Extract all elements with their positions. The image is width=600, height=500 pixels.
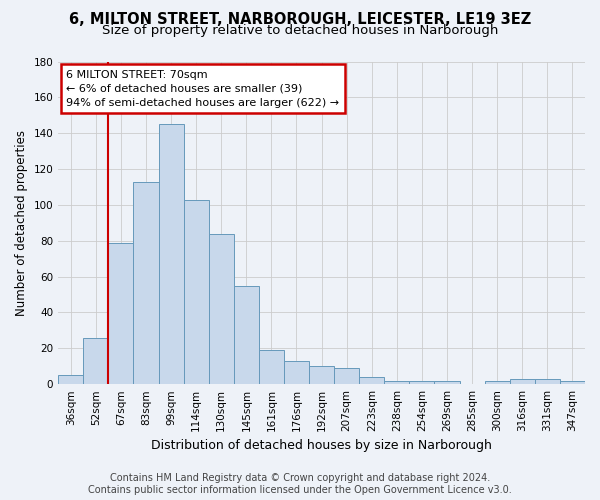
Bar <box>83 338 109 384</box>
Text: 6, MILTON STREET, NARBOROUGH, LEICESTER, LE19 3EZ: 6, MILTON STREET, NARBOROUGH, LEICESTER,… <box>69 12 531 28</box>
Bar <box>560 380 585 384</box>
Bar <box>158 124 184 384</box>
Bar <box>184 200 209 384</box>
Bar <box>359 377 385 384</box>
Text: Contains HM Land Registry data © Crown copyright and database right 2024.
Contai: Contains HM Land Registry data © Crown c… <box>88 474 512 495</box>
Bar <box>434 380 460 384</box>
X-axis label: Distribution of detached houses by size in Narborough: Distribution of detached houses by size … <box>151 440 492 452</box>
Bar <box>259 350 284 384</box>
Bar <box>309 366 334 384</box>
Bar <box>485 380 510 384</box>
Bar <box>334 368 359 384</box>
Bar <box>510 379 535 384</box>
Y-axis label: Number of detached properties: Number of detached properties <box>15 130 28 316</box>
Bar <box>234 286 259 384</box>
Bar <box>385 380 409 384</box>
Bar <box>535 379 560 384</box>
Bar <box>284 361 309 384</box>
Bar <box>133 182 158 384</box>
Bar <box>209 234 234 384</box>
Bar <box>58 375 83 384</box>
Text: Size of property relative to detached houses in Narborough: Size of property relative to detached ho… <box>102 24 498 37</box>
Bar <box>409 380 434 384</box>
Bar <box>109 242 133 384</box>
Text: 6 MILTON STREET: 70sqm
← 6% of detached houses are smaller (39)
94% of semi-deta: 6 MILTON STREET: 70sqm ← 6% of detached … <box>66 70 339 108</box>
